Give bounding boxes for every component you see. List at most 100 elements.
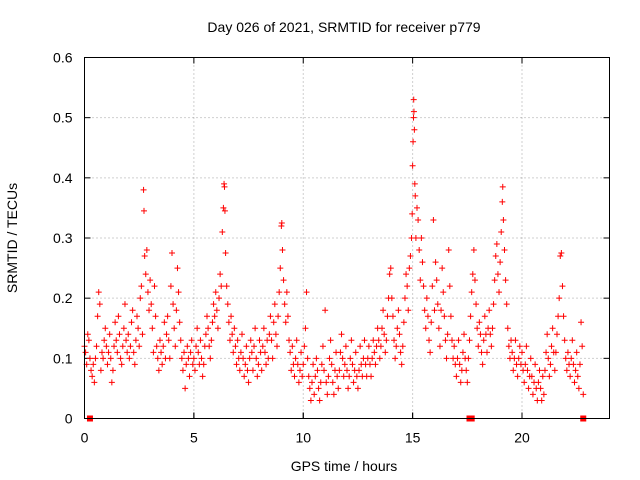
- data-point: [334, 373, 341, 380]
- data-point: [143, 247, 150, 254]
- data-point: [88, 367, 95, 374]
- data-point: [240, 355, 247, 362]
- data-point: [100, 355, 107, 362]
- data-point: [281, 301, 288, 308]
- data-point: [169, 250, 175, 257]
- data-point: [237, 349, 244, 356]
- data-point: [428, 319, 435, 326]
- data-point: [96, 301, 103, 308]
- data-point: [200, 361, 207, 368]
- data-point: [259, 343, 266, 350]
- data-point: [195, 349, 202, 356]
- data-point: [130, 349, 137, 356]
- data-point: [251, 343, 258, 350]
- data-point: [323, 379, 330, 386]
- data-point: [361, 337, 368, 344]
- data-point: [150, 349, 157, 356]
- data-point: [272, 331, 279, 338]
- data-point: [325, 373, 332, 380]
- data-point: [310, 361, 317, 368]
- data-point: [510, 367, 517, 374]
- data-point: [461, 331, 468, 338]
- data-point: [206, 343, 213, 350]
- y-tick-label: 0.6: [53, 50, 73, 66]
- data-point: [490, 301, 497, 308]
- data-point: [387, 265, 394, 272]
- data-point: [470, 247, 477, 254]
- data-point: [430, 216, 437, 223]
- data-point: [107, 355, 114, 362]
- data-point: [313, 355, 320, 362]
- data-point: [376, 355, 383, 362]
- data-point: [389, 313, 396, 320]
- data-point: [504, 325, 511, 332]
- data-point: [270, 319, 277, 326]
- data-point: [278, 219, 285, 226]
- data-point: [419, 259, 426, 266]
- data-point: [516, 343, 523, 350]
- data-point: [435, 325, 442, 332]
- data-point: [469, 271, 476, 278]
- data-point: [249, 367, 256, 374]
- data-point: [121, 301, 128, 308]
- data-point: [447, 313, 454, 320]
- data-point: [324, 391, 331, 398]
- data-point: [241, 373, 248, 380]
- data-point: [142, 271, 149, 278]
- data-point: [316, 397, 323, 404]
- data-point: [151, 283, 158, 290]
- data-point: [486, 307, 493, 314]
- data-point: [300, 361, 307, 368]
- data-point: [512, 337, 519, 344]
- x-axis-label: GPS time / hours: [291, 458, 398, 474]
- data-point: [345, 385, 352, 392]
- data-point: [382, 349, 389, 356]
- data-point: [500, 216, 507, 223]
- data-point: [330, 391, 337, 398]
- data-point: [349, 361, 356, 368]
- data-point: [103, 343, 110, 350]
- data-point: [173, 307, 180, 314]
- data-point: [347, 355, 354, 362]
- data-point: [536, 367, 543, 374]
- data-point: [535, 379, 542, 386]
- data-point: [214, 325, 221, 332]
- data-point: [457, 379, 464, 386]
- data-point: [295, 379, 302, 386]
- data-point: [222, 250, 229, 257]
- data-point: [260, 325, 267, 332]
- data-point: [220, 204, 227, 211]
- data-point: [135, 325, 142, 332]
- data-point: [321, 367, 328, 374]
- data-point: [312, 373, 319, 380]
- data-point: [118, 361, 125, 368]
- data-point: [573, 349, 580, 356]
- data-point: [348, 337, 355, 344]
- data-point: [578, 319, 585, 326]
- data-point: [579, 343, 586, 350]
- data-point: [575, 385, 582, 392]
- data-point: [537, 385, 544, 392]
- data-point: [126, 355, 133, 362]
- data-point: [505, 343, 512, 350]
- data-point: [256, 337, 263, 344]
- data-point: [244, 367, 251, 374]
- data-point: [303, 289, 310, 296]
- data-point: [139, 331, 146, 338]
- data-point: [202, 331, 209, 338]
- data-point: [108, 379, 115, 386]
- data-point: [263, 361, 270, 368]
- data-point: [161, 319, 168, 326]
- data-point: [111, 343, 118, 350]
- data-point: [183, 361, 190, 368]
- data-point: [572, 367, 579, 374]
- data-point: [89, 373, 96, 380]
- data-point: [225, 319, 232, 326]
- data-point: [158, 349, 165, 356]
- data-point: [423, 295, 430, 302]
- y-tick-label: 0.2: [53, 290, 73, 306]
- x-tick-label: 10: [295, 430, 311, 446]
- data-point: [136, 343, 143, 350]
- data-point: [498, 228, 505, 235]
- data-point: [519, 349, 525, 356]
